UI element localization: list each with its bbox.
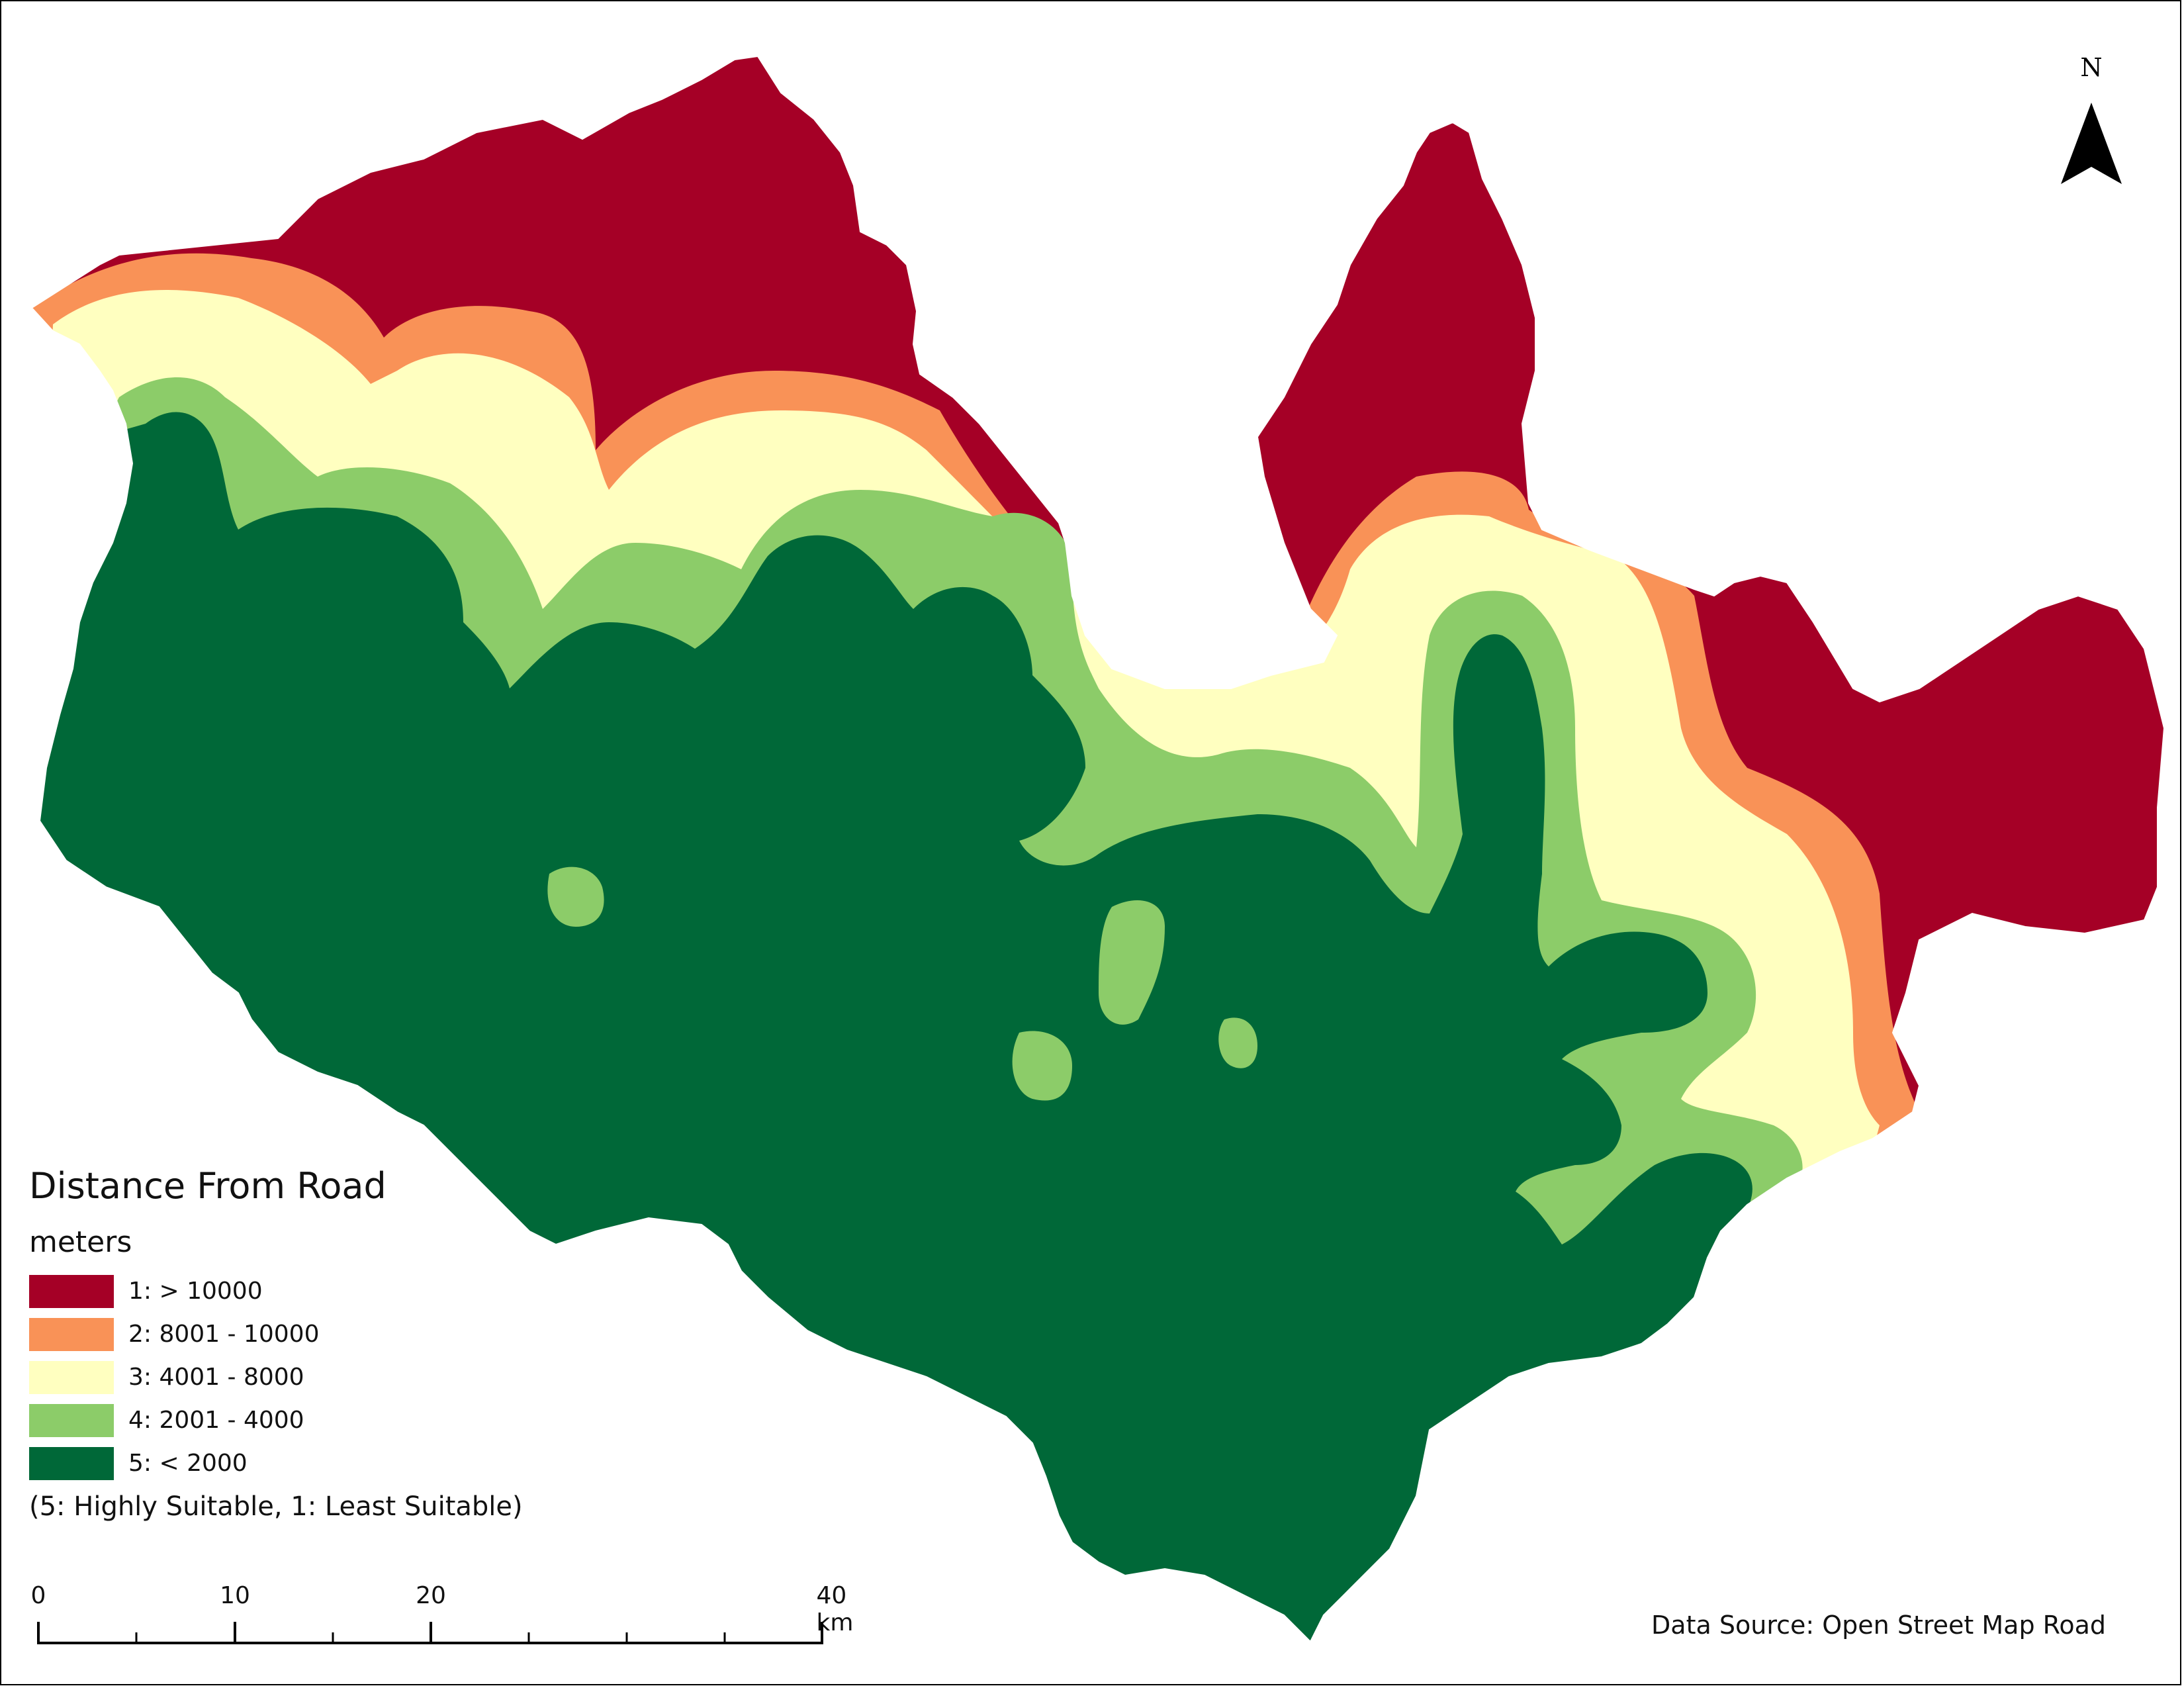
legend-label: 3: 4001 - 8000: [128, 1364, 304, 1391]
legend-item: 4: 2001 - 4000: [29, 1399, 625, 1442]
north-arrow-icon: [2061, 103, 2122, 184]
zone-4-patch: [1012, 1031, 1072, 1101]
legend-swatch: [29, 1317, 114, 1351]
legend-item: 3: 4001 - 8000: [29, 1356, 625, 1399]
scale-bar-ruler: [37, 1622, 823, 1644]
legend-items: 1: > 10000 2: 8001 - 10000 3: 4001 - 8000 4…: [29, 1270, 625, 1485]
legend-subtitle: meters: [29, 1225, 132, 1259]
legend-swatch: [29, 1446, 114, 1480]
zone-4-patch: [547, 867, 604, 927]
legend-label: 1: > 10000: [128, 1278, 263, 1305]
legend-label: 2: 8001 - 10000: [128, 1321, 320, 1348]
scale-label-0: 0: [30, 1582, 46, 1609]
legend-swatch: [29, 1360, 114, 1394]
legend-label: 5: < 2000: [128, 1450, 248, 1477]
scale-label-10: 10: [220, 1582, 250, 1609]
region-outline: [30, 55, 2165, 1643]
north-letter: N: [2080, 53, 2103, 82]
legend-item: 2: 8001 - 10000: [29, 1313, 625, 1356]
zone-4-patch: [1218, 1017, 1257, 1068]
scale-label-20: 20: [416, 1582, 446, 1609]
legend-title: Distance From Road: [29, 1165, 387, 1207]
legend-item: 5: < 2000: [29, 1442, 625, 1485]
legend-note: (5: Highly Suitable, 1: Least Suitable): [29, 1491, 523, 1522]
legend-swatch: [29, 1403, 114, 1437]
data-source: Data Source: Open Street Map Road: [1651, 1611, 2106, 1640]
legend-swatch: [29, 1274, 114, 1308]
zone-4-patch: [1099, 900, 1165, 1025]
legend-item: 1: > 10000: [29, 1270, 625, 1313]
north-arrow: N: [2052, 53, 2131, 192]
legend: Distance From Road meters 1: > 10000 2: 8…: [29, 1165, 625, 1522]
legend-label: 4: 2001 - 4000: [128, 1407, 304, 1434]
scale-bar: 0 10 20 40 km: [30, 1582, 891, 1655]
